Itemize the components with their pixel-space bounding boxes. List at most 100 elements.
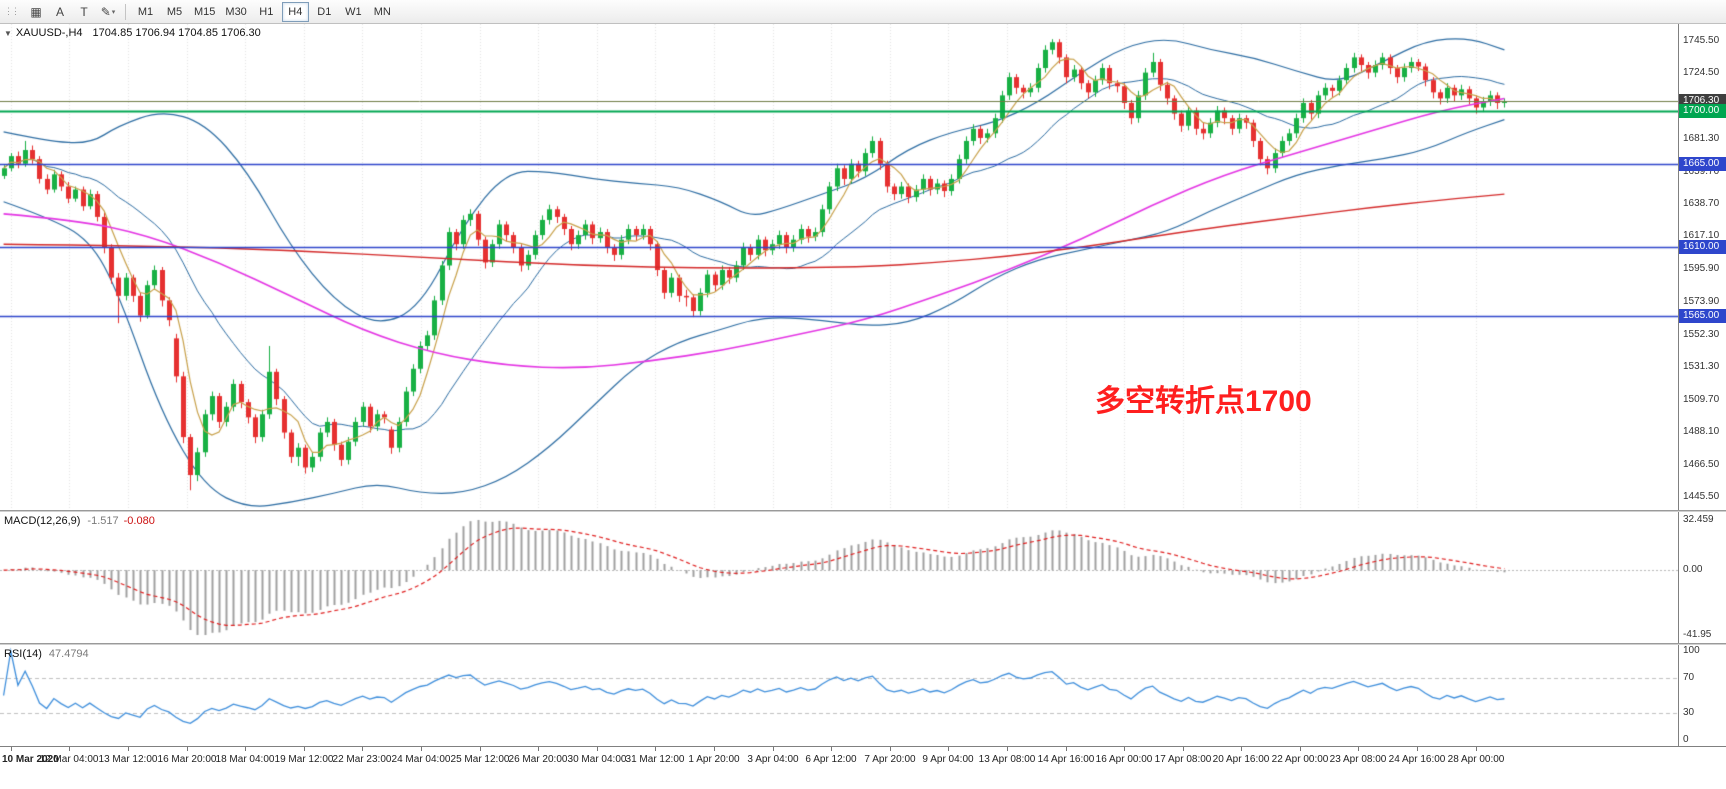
ohlc-values: 1704.85 1706.94 1704.85 1706.30: [92, 27, 261, 39]
macd-value: -1.517: [87, 515, 119, 527]
price-tick-label: 1466.50: [1683, 459, 1720, 471]
time-tick: [1183, 747, 1184, 751]
time-label: 6 Apr 12:00: [805, 754, 857, 765]
macd-label: MACD(12,26,9) -1.517 -0.080: [4, 515, 155, 527]
time-tick: [480, 747, 481, 751]
macd-plot: MACD(12,26,9) -1.517 -0.080: [0, 512, 1678, 643]
time-label: 10 Mar 2020: [2, 754, 59, 765]
timeframe-m30-button[interactable]: M30: [221, 2, 250, 22]
toolbar-gripper[interactable]: ⋮⋮: [4, 6, 20, 16]
time-tick: [11, 747, 12, 751]
time-tick: [597, 747, 598, 751]
rsi-value: 47.4794: [48, 648, 89, 660]
time-label: 30 Mar 04:00: [567, 754, 627, 765]
time-label: 26 Mar 20:00: [508, 754, 568, 765]
hline-1610-label: 1610.00: [1679, 240, 1726, 255]
time-tick: [1300, 747, 1301, 751]
timeframe-d1-button[interactable]: D1: [311, 2, 338, 22]
price-scale[interactable]: 1745.50 1724.50 1681.30 1659.70 1638.70 1617.…: [1678, 24, 1726, 510]
time-label: 14 Apr 16:00: [1037, 754, 1095, 765]
time-tick: [1476, 747, 1477, 751]
time-tick: [245, 747, 246, 751]
price-tick-label: 1445.50: [1683, 491, 1720, 503]
time-tick: [714, 747, 715, 751]
rsi-label: RSI(14) 47.4794: [4, 648, 89, 660]
price-tick-label: 1681.30: [1683, 132, 1720, 144]
time-label: 18 Mar 04:00: [215, 754, 275, 765]
time-tick: [128, 747, 129, 751]
text-a-button[interactable]: A: [48, 2, 72, 22]
grid-icon: ▦: [30, 4, 42, 19]
time-tick: [1124, 747, 1125, 751]
toolbar-separator: [125, 3, 126, 20]
rsi-name: RSI(14): [4, 648, 42, 660]
rsi-tick-label: 30: [1683, 707, 1695, 719]
macd-canvas[interactable]: [0, 512, 1678, 643]
time-label: 24 Mar 04:00: [391, 754, 451, 765]
time-label: 24 Apr 16:00: [1388, 754, 1446, 765]
time-label: 25 Mar 12:00: [450, 754, 510, 765]
macd-panel: MACD(12,26,9) -1.517 -0.080 32.459 0.00 -41.…: [0, 512, 1726, 643]
time-label: 1 Apr 20:00: [688, 754, 740, 765]
rsi-tick-label: 70: [1683, 671, 1695, 683]
chart-title: ▼ XAUUSD-,H4 1704.85 1706.94 1704.85 1706.…: [4, 27, 261, 39]
panel-separator-macd[interactable]: [0, 510, 1726, 512]
price-tick-label: 1573.90: [1683, 296, 1720, 308]
time-label: 16 Mar 20:00: [157, 754, 217, 765]
hline-1565-label: 1565.00: [1679, 308, 1726, 323]
rsi-plot: RSI(14) 47.4794: [0, 645, 1678, 746]
panel-separator-rsi[interactable]: [0, 643, 1726, 645]
macd-signal-value: -0.080: [123, 515, 155, 527]
rsi-scale[interactable]: 100 70 30 0: [1678, 645, 1726, 746]
chevron-down-icon: ▾: [111, 8, 116, 16]
tool-button-group: ▦ A T ✎ ▾: [24, 2, 120, 22]
price-tick-label: 1659.70: [1683, 165, 1720, 177]
time-label: 22 Mar 23:00: [332, 754, 392, 765]
time-tick: [187, 747, 188, 751]
time-tick: [304, 747, 305, 751]
macd-tick-label: 0.00: [1683, 564, 1703, 576]
timeframe-w1-button[interactable]: W1: [340, 2, 367, 22]
price-tick-label: 1638.70: [1683, 197, 1720, 209]
time-tick: [1241, 747, 1242, 751]
macd-name: MACD(12,26,9): [4, 515, 81, 527]
symbol-timeframe-label: XAUUSD-,H4: [15, 27, 83, 39]
timeframe-mn-button[interactable]: MN: [369, 2, 396, 22]
draw-tools-button[interactable]: ✎ ▾: [96, 2, 120, 22]
text-t-button[interactable]: T: [72, 2, 96, 22]
hline-1700-label: 1700.00: [1679, 103, 1726, 118]
macd-scale[interactable]: 32.459 0.00 -41.95: [1678, 512, 1726, 643]
grid-button[interactable]: ▦: [24, 2, 48, 22]
main-plot: ▼ XAUUSD-,H4 1704.85 1706.94 1704.85 1706.…: [0, 24, 1678, 510]
time-tick: [538, 747, 539, 751]
time-label: 19 Mar 12:00: [274, 754, 334, 765]
rsi-panel: RSI(14) 47.4794 100 70 30 0: [0, 645, 1726, 746]
timeframe-h4-button[interactable]: H4: [281, 1, 309, 22]
timeframe-m1-button[interactable]: M1: [132, 2, 159, 22]
time-label: 7 Apr 20:00: [864, 754, 916, 765]
time-label: 16 Apr 00:00: [1095, 754, 1153, 765]
rsi-tick-label: 0: [1683, 734, 1689, 745]
time-label: 28 Apr 00:00: [1447, 754, 1505, 765]
time-label: 22 Apr 00:00: [1271, 754, 1329, 765]
main-chart-panel: ▼ XAUUSD-,H4 1704.85 1706.94 1704.85 1706.…: [0, 24, 1726, 510]
macd-tick-label: -41.95: [1683, 629, 1712, 640]
rsi-canvas[interactable]: [0, 645, 1678, 746]
candlestick-chart-canvas[interactable]: [0, 24, 1678, 510]
price-tick-label: 1595.90: [1683, 262, 1720, 274]
timeframe-m15-button[interactable]: M15: [190, 2, 219, 22]
collapse-ohlc-icon[interactable]: ▼: [4, 29, 12, 38]
time-label: 31 Mar 12:00: [625, 754, 685, 765]
text-t-icon: T: [80, 4, 88, 19]
rsi-tick-label: 100: [1683, 645, 1700, 656]
price-tick-label: 1617.10: [1683, 230, 1720, 242]
timeframe-h1-button[interactable]: H1: [253, 2, 280, 22]
price-tick-label: 1488.10: [1683, 426, 1720, 438]
annotation-text[interactable]: 多空转折点1700: [1095, 385, 1312, 418]
price-tick-label: 1745.50: [1683, 35, 1720, 47]
time-axis[interactable]: 10 Mar 2020 12 Mar 04:00 13 Mar 12:00 16 Ma…: [0, 746, 1726, 789]
timeframe-m5-button[interactable]: M5: [161, 2, 188, 22]
time-label: 23 Apr 08:00: [1329, 754, 1387, 765]
time-label: 9 Apr 04:00: [922, 754, 974, 765]
